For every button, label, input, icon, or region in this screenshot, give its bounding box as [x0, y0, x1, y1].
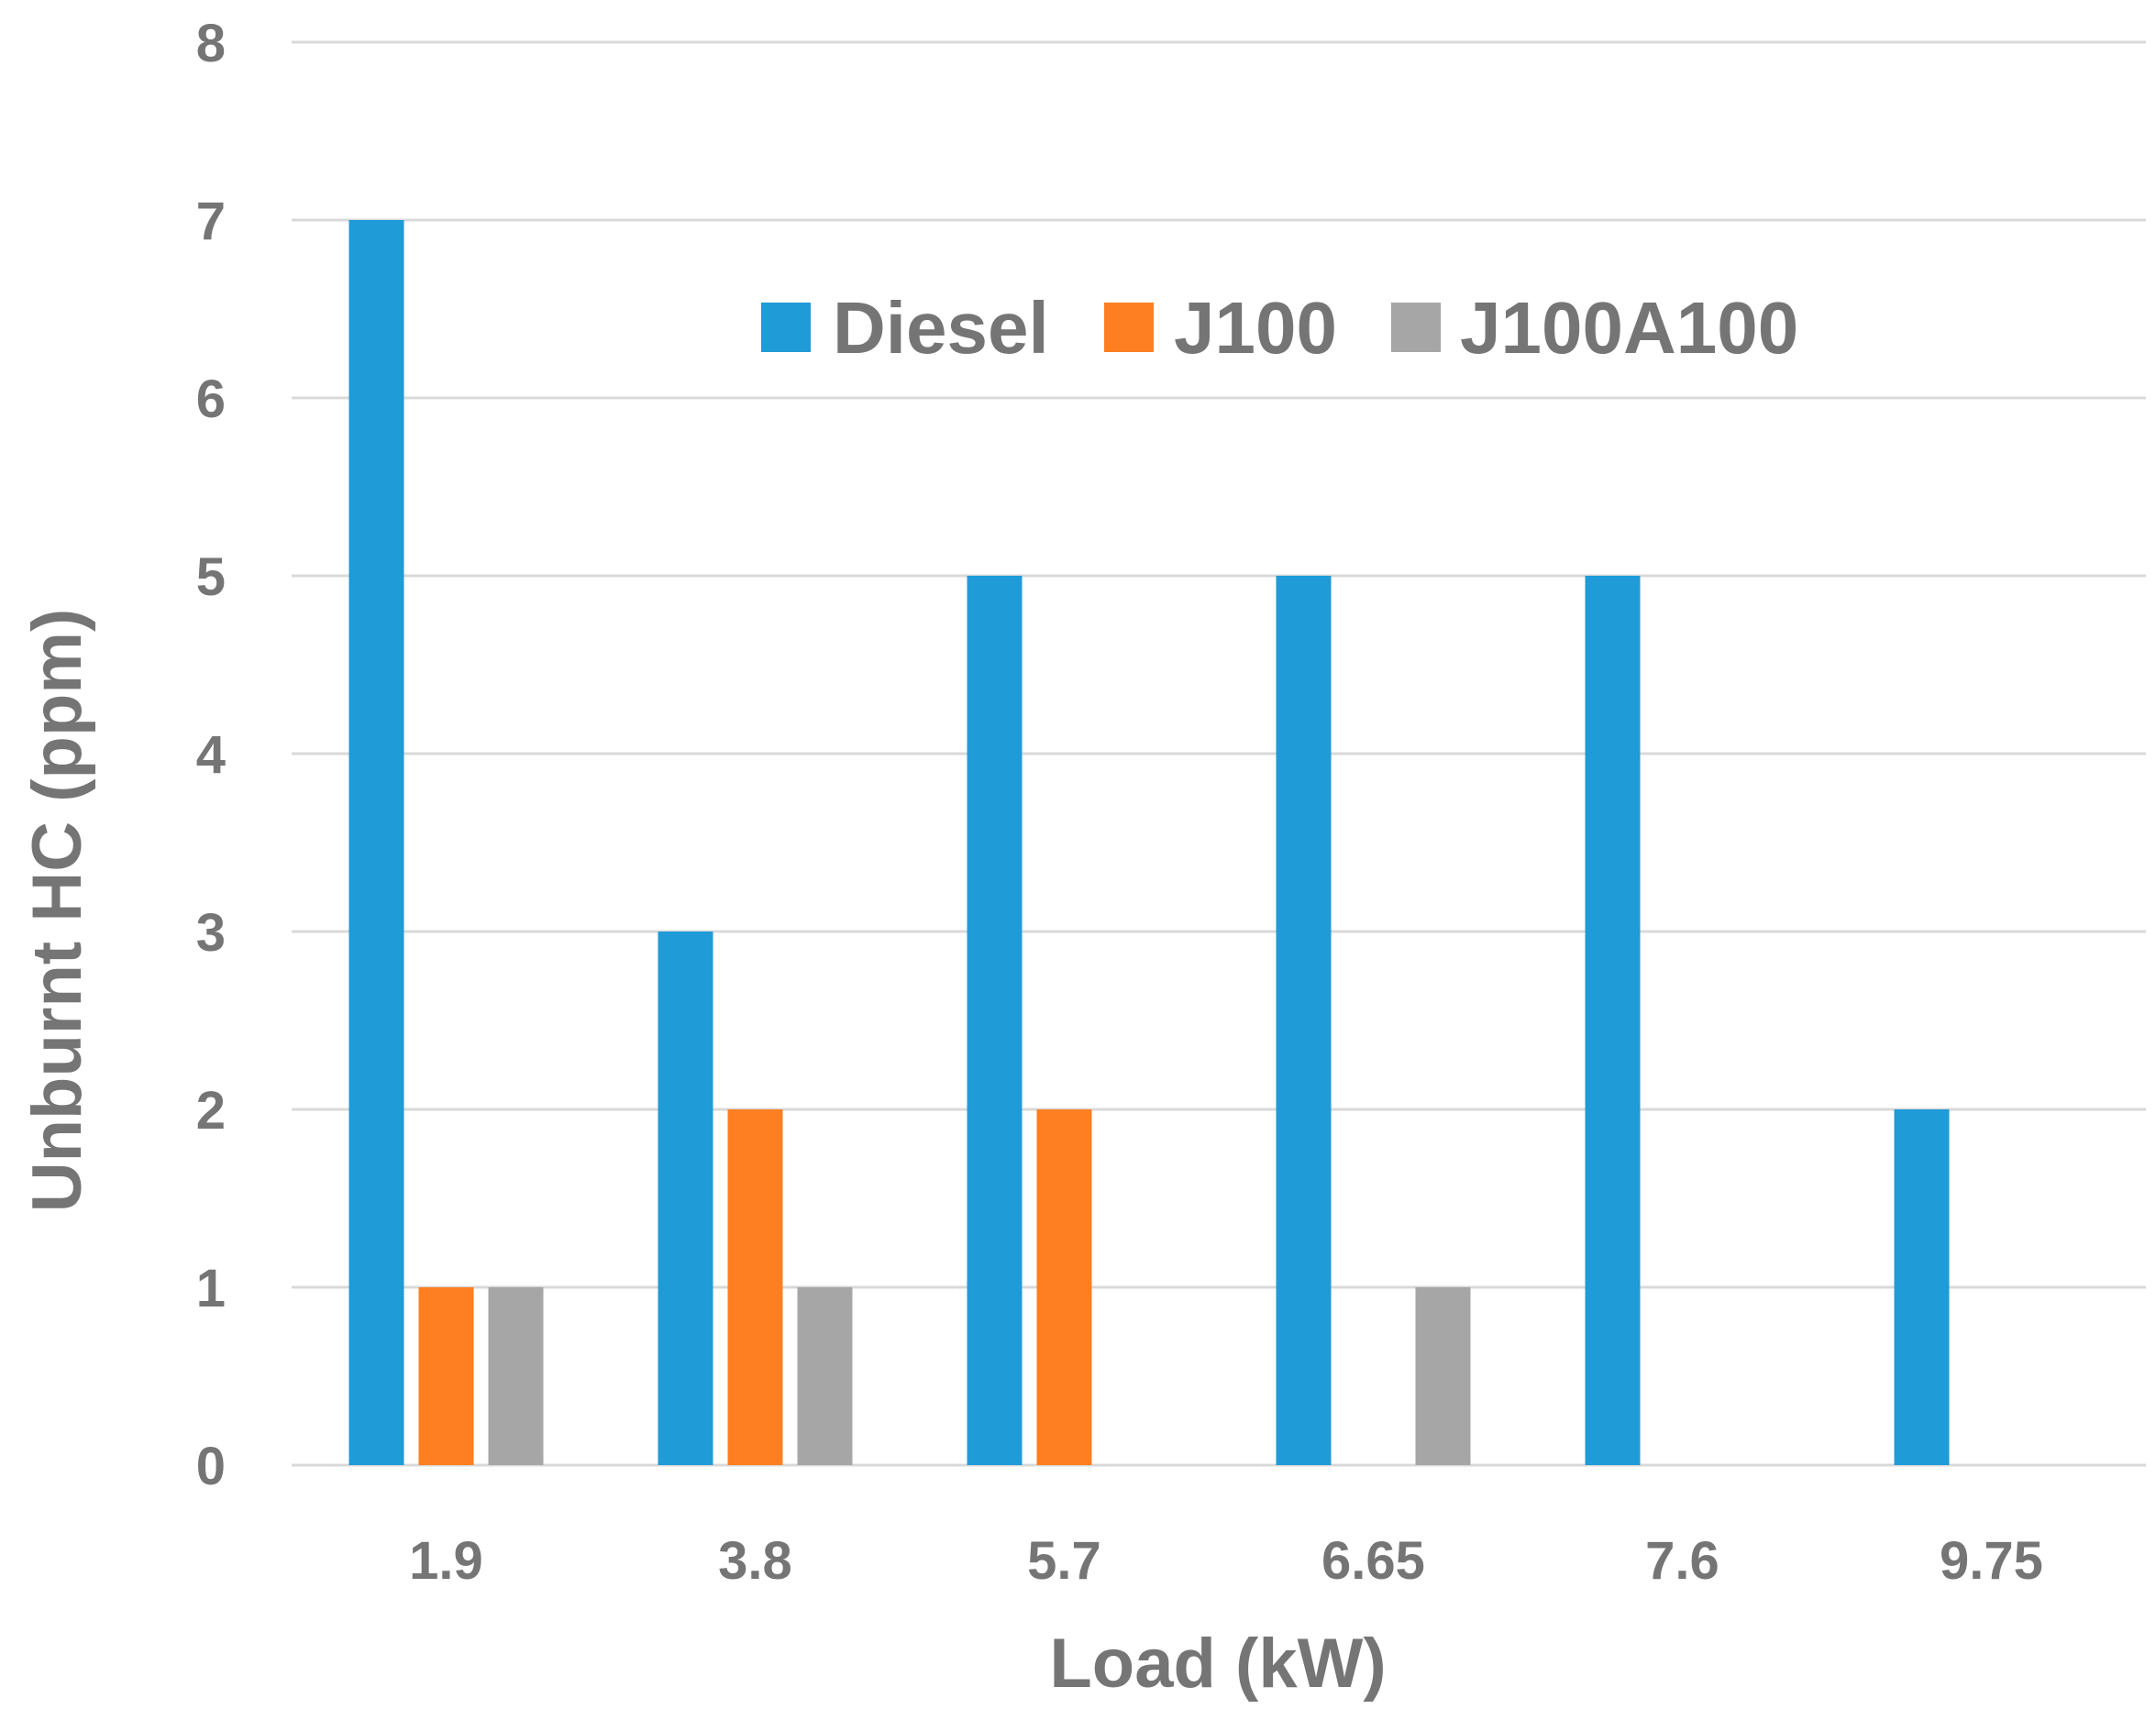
legend-swatch-j100a100	[1391, 303, 1441, 352]
bar-diesel-3.8	[658, 932, 713, 1465]
bar-j100-5.7	[1036, 1109, 1092, 1465]
legend-label-diesel: Diesel	[833, 287, 1049, 369]
y-tick-label: 0	[196, 1437, 226, 1496]
y-tick-label: 4	[196, 725, 226, 785]
x-tick-label: 3.8	[718, 1531, 792, 1591]
legend-label-j100: J100	[1174, 287, 1337, 369]
y-axis-ticks: 0 1 2 3 4 5 6 7 8	[196, 14, 226, 1496]
x-tick-label: 1.9	[409, 1531, 483, 1591]
x-axis-ticks: 1.9 3.8 5.7 6.65 7.6 9.75	[409, 1531, 2043, 1591]
bar-j100a100-6.65	[1415, 1287, 1471, 1465]
x-axis-title: Load (kW)	[1049, 1625, 1386, 1703]
legend-label-j100a100: J100A100	[1460, 287, 1798, 369]
x-tick-label: 7.6	[1645, 1531, 1719, 1591]
bar-j100a100-3.8	[797, 1287, 853, 1465]
legend-swatch-diesel	[761, 303, 811, 352]
x-tick-label: 6.65	[1321, 1531, 1425, 1591]
bar-j100-3.8	[727, 1109, 783, 1465]
x-tick-label: 9.75	[1940, 1531, 2043, 1591]
bar-diesel-1.9	[348, 220, 404, 1465]
bar-diesel-7.6	[1585, 576, 1641, 1465]
y-tick-label: 5	[196, 547, 226, 607]
y-tick-label: 6	[196, 369, 226, 429]
y-tick-label: 2	[196, 1081, 226, 1141]
y-axis-title: Unburnt HC (ppm)	[18, 609, 96, 1213]
x-tick-label: 5.7	[1027, 1531, 1101, 1591]
bar-diesel-6.65	[1276, 576, 1332, 1465]
legend: Diesel J100 J100A100	[761, 287, 1798, 369]
bar-diesel-5.7	[967, 576, 1023, 1465]
y-tick-label: 7	[196, 192, 226, 251]
bars	[348, 220, 1950, 1465]
legend-swatch-j100	[1104, 303, 1154, 352]
bar-diesel-9.75	[1894, 1109, 1950, 1465]
y-tick-label: 8	[196, 14, 226, 73]
gridlines	[292, 40, 2146, 1467]
bar-j100-1.9	[418, 1287, 474, 1465]
y-tick-label: 1	[196, 1259, 226, 1318]
y-tick-label: 3	[196, 903, 226, 963]
bar-j100a100-1.9	[488, 1287, 544, 1465]
